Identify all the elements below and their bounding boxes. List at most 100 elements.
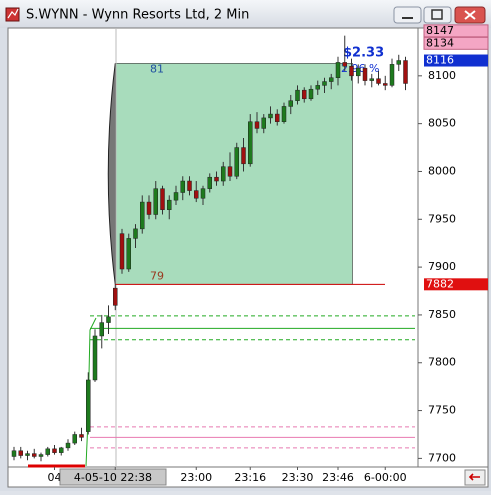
- candle-body: [221, 166, 226, 182]
- close-glyph: [464, 10, 476, 20]
- candle-body: [295, 89, 300, 101]
- candle-body: [207, 176, 212, 189]
- y-tick-label: 8000: [428, 164, 456, 177]
- measure-low-label: 79: [150, 269, 164, 282]
- candle-body: [167, 199, 172, 210]
- x-tick-label: 23:16: [234, 471, 266, 484]
- candle-body: [268, 113, 273, 119]
- candle-body: [72, 434, 77, 444]
- y-tick-label: 8100: [428, 69, 456, 82]
- candle-body: [11, 450, 17, 457]
- indicator-line: [85, 317, 97, 467]
- window-title: S.WYNN - Wynn Resorts Ltd, 2 Min: [26, 8, 249, 23]
- y-tick-label: 7800: [428, 356, 456, 369]
- cursor-time-box: [59, 468, 167, 486]
- y-tick-label: 7850: [428, 308, 456, 321]
- candle-body: [200, 188, 206, 199]
- candle-body: [261, 117, 266, 129]
- measure-edge: [107, 63, 116, 285]
- price-marker-label: 8134: [426, 36, 454, 49]
- candle-body: [227, 166, 233, 177]
- candle-body: [389, 64, 395, 86]
- x-tick-label: 23:46: [322, 471, 354, 484]
- price-marker: [424, 54, 488, 67]
- candle-body: [32, 453, 37, 457]
- candle-body: [241, 147, 246, 165]
- candle-body: [153, 188, 158, 215]
- app-icon: [5, 7, 20, 22]
- candle-body: [79, 434, 84, 438]
- maximize-glyph: [431, 9, 443, 20]
- x-tick-label: 23:30: [282, 471, 314, 484]
- candle-body: [119, 233, 125, 270]
- candle-body: [59, 447, 64, 453]
- candle-body: [25, 453, 30, 456]
- candle-body: [322, 81, 327, 86]
- candle-body: [180, 180, 185, 193]
- candle-body: [369, 78, 374, 81]
- candle-body: [315, 85, 320, 90]
- candle-body: [254, 121, 260, 129]
- candle-body: [281, 106, 287, 122]
- price-marker-label: 8116: [426, 54, 454, 67]
- y-tick-label: 7950: [428, 212, 456, 225]
- price-marker: [424, 278, 488, 291]
- price-marker-label: 8147: [426, 24, 454, 37]
- candle-body: [288, 100, 293, 107]
- candle-body: [160, 188, 165, 210]
- candle-body: [275, 113, 280, 122]
- candle-body: [234, 147, 239, 177]
- candle-body: [187, 180, 192, 191]
- candle-body: [329, 77, 334, 82]
- measure-change: $2.33: [343, 46, 384, 61]
- candle-body: [99, 322, 104, 337]
- x-tick-label: 6-00:00: [364, 471, 407, 484]
- candle-body: [146, 201, 152, 215]
- maximize-button[interactable]: [423, 6, 452, 24]
- candle-body: [376, 78, 381, 84]
- scroll-arrow: [468, 473, 480, 481]
- candle-body: [65, 442, 71, 449]
- candle-body: [214, 176, 219, 182]
- candle-body: [362, 67, 368, 81]
- candle-body: [383, 83, 388, 86]
- y-tick-label: 7750: [428, 404, 456, 417]
- candle-body: [38, 454, 44, 457]
- candle-body: [106, 316, 111, 323]
- candle-body: [302, 89, 307, 100]
- candle-body: [349, 66, 354, 77]
- candle-body: [133, 228, 138, 239]
- app-icon-glyph: [7, 8, 19, 19]
- y-tick-label: 8050: [428, 117, 456, 130]
- y-tick-label: 7900: [428, 260, 456, 273]
- x-tick-label: 23:00: [180, 471, 212, 484]
- candle-body: [308, 88, 314, 100]
- x-tick-label: 4-05-10 22:38: [74, 471, 152, 484]
- price-marker: [423, 36, 489, 50]
- candle-body: [140, 201, 145, 230]
- candle-body: [248, 121, 253, 165]
- candle-body: [52, 448, 57, 453]
- measure-box: [114, 63, 353, 285]
- candle-body: [396, 60, 401, 65]
- window-buttons[interactable]: [393, 6, 486, 24]
- candle-body: [173, 192, 179, 201]
- x-tick-label: 04: [48, 471, 62, 484]
- measure-high-label: 81: [150, 62, 164, 75]
- candle-body: [45, 448, 50, 455]
- candle-body: [356, 67, 361, 77]
- candle-body: [86, 379, 91, 432]
- y-tick-label: 7700: [428, 451, 456, 464]
- candle-body: [113, 287, 118, 306]
- candle-body: [194, 190, 199, 199]
- candle-body: [342, 62, 347, 67]
- price-marker-label: 7882: [426, 277, 454, 290]
- candle-body: [403, 60, 408, 84]
- price-axis: [417, 27, 489, 468]
- candle-body: [126, 238, 131, 270]
- minimize-button[interactable]: [393, 6, 422, 24]
- candle-body: [92, 335, 98, 381]
- candle-body: [335, 62, 341, 78]
- candle-body: [18, 450, 23, 456]
